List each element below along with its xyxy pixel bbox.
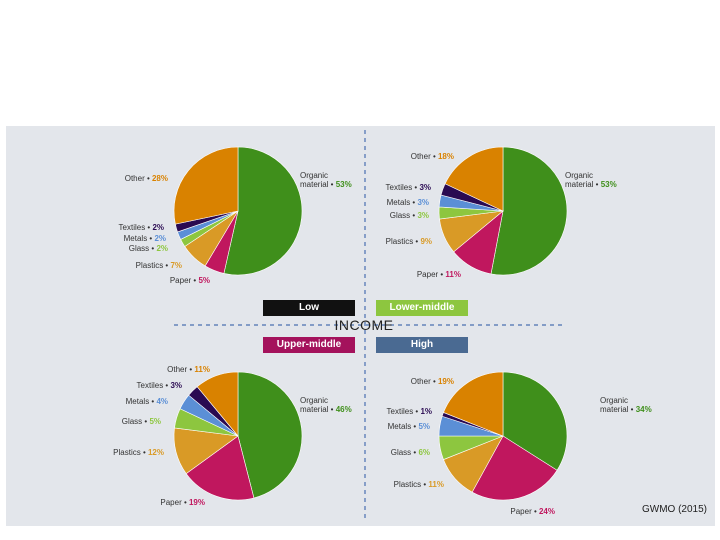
slice-label-other: Other • 11% bbox=[167, 365, 210, 374]
slice-label-plastics: Plastics • 12% bbox=[113, 448, 164, 457]
slice-label-textiles: Textiles • 1% bbox=[387, 407, 432, 416]
pie-slice-organic-material bbox=[223, 146, 303, 276]
slice-label-paper: Paper • 19% bbox=[160, 498, 205, 507]
pie-slice-paper bbox=[185, 435, 255, 501]
slice-label-other: Other • 18% bbox=[411, 152, 454, 161]
slice-label-glass: Glass • 2% bbox=[129, 244, 168, 253]
pie-slice-other bbox=[443, 371, 504, 437]
source-citation: GWMO (2015) bbox=[642, 504, 708, 515]
pie-slice-other bbox=[196, 371, 239, 437]
slice-label-glass: Glass • 6% bbox=[391, 448, 430, 457]
slice-label-organic-value: material • 53% bbox=[300, 180, 352, 189]
slice-label-metals: Metals • 4% bbox=[126, 397, 168, 406]
pie-slice-organic-material bbox=[502, 371, 568, 471]
slice-label-organic: Organic bbox=[300, 171, 328, 180]
slice-label-organic-value: material • 53% bbox=[565, 180, 617, 189]
pie-slice-organic-material bbox=[237, 371, 303, 499]
pie-slice-other bbox=[173, 146, 239, 225]
slice-label-paper: Paper • 5% bbox=[170, 276, 210, 285]
pie-slice-other bbox=[444, 146, 504, 212]
pie-slice-organic-material bbox=[490, 146, 568, 276]
slice-label-other: Other • 19% bbox=[411, 377, 454, 386]
slice-label-metals: Metals • 2% bbox=[124, 234, 166, 243]
legend-low: Low bbox=[263, 300, 355, 316]
legend-upper-middle: Upper-middle bbox=[263, 337, 355, 353]
slice-label-organic: Organic bbox=[565, 171, 593, 180]
slice-label-organic: Organic bbox=[300, 396, 328, 405]
pie-slice-paper bbox=[471, 435, 558, 501]
slice-label-textiles: Textiles • 3% bbox=[137, 381, 182, 390]
chart-slide: Organic material • 53% Paper • 5% Plastics … bbox=[6, 126, 715, 526]
slice-label-plastics: Plastics • 9% bbox=[386, 237, 432, 246]
slice-label-paper: Paper • 11% bbox=[417, 270, 461, 279]
slice-label-textiles: Textiles • 2% bbox=[119, 223, 164, 232]
slice-label-glass: Glass • 5% bbox=[122, 417, 161, 426]
legend-high: High bbox=[376, 337, 468, 353]
slice-label-textiles: Textiles • 3% bbox=[386, 183, 431, 192]
slice-label-plastics: Plastics • 7% bbox=[136, 261, 182, 270]
slice-label-metals: Metals • 3% bbox=[387, 198, 429, 207]
slice-label-plastics: Plastics • 11% bbox=[394, 480, 444, 489]
slice-label-organic: Organic bbox=[600, 396, 628, 405]
slice-label-other: Other • 28% bbox=[125, 174, 168, 183]
slice-label-glass: Glass • 3% bbox=[390, 211, 429, 220]
slice-label-organic-value: material • 46% bbox=[300, 405, 352, 414]
slice-label-organic-value: material • 34% bbox=[600, 405, 652, 414]
slice-label-paper: Paper • 24% bbox=[510, 507, 555, 516]
income-axis-title: INCOME bbox=[334, 317, 394, 333]
slice-label-metals: Metals • 5% bbox=[388, 422, 430, 431]
legend-lower-middle: Lower-middle bbox=[376, 300, 468, 316]
